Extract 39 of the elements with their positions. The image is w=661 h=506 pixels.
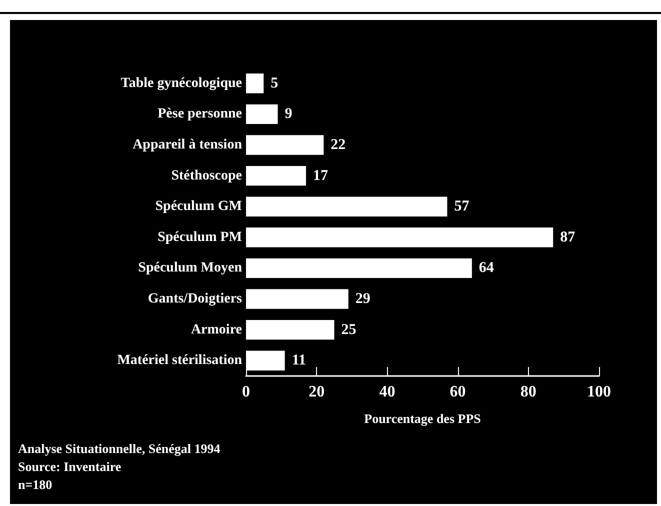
y-tick-label: Matériel stérilisation <box>117 353 242 368</box>
y-tick-label: Stéthoscope <box>171 168 242 184</box>
x-tick-label: 40 <box>379 384 396 400</box>
y-tick-label: Spéculum GM <box>155 199 242 214</box>
x-tick-label: 60 <box>450 384 466 400</box>
bar <box>246 258 472 278</box>
bar <box>246 196 448 216</box>
data-label: 5 <box>270 75 278 92</box>
data-label: 29 <box>355 291 370 307</box>
x-tick-label: 20 <box>308 384 325 400</box>
data-label: 87 <box>560 229 576 246</box>
bar <box>246 320 334 340</box>
y-tick-label: Spéculum Moyen <box>138 260 242 276</box>
bar <box>246 104 278 124</box>
y-tick-label: Pèse personne <box>158 106 242 122</box>
data-label: 25 <box>341 322 356 338</box>
y-tick-label: Table gynécologique <box>120 76 242 91</box>
x-tick-label: 0 <box>242 384 250 400</box>
source-note: Source: Inventaire <box>18 459 122 474</box>
x-tick-label: 80 <box>520 384 536 400</box>
data-label: 57 <box>454 198 470 215</box>
data-label: 64 <box>478 260 494 276</box>
bar <box>246 289 348 309</box>
x-tick-label: 100 <box>587 384 611 400</box>
data-label: 11 <box>292 352 306 369</box>
bar <box>246 166 306 186</box>
data-label: 22 <box>330 137 346 153</box>
bar <box>246 135 324 155</box>
data-label: 9 <box>284 106 292 122</box>
data-label: 17 <box>313 168 329 184</box>
y-tick-label: Spéculum PM <box>158 230 242 245</box>
text: n=180 <box>18 477 52 492</box>
y-tick-label: Gants/Doigtiers <box>148 292 243 306</box>
y-tick-label: Appareil à tension <box>132 138 242 152</box>
bar <box>246 228 554 248</box>
text: Analyse Situationnelle, Sénégal 1994 <box>18 441 221 456</box>
y-tick-label: Armoire <box>190 322 242 338</box>
x-axis-title: Pourcentage des PPS <box>364 411 481 426</box>
bar <box>246 74 264 94</box>
